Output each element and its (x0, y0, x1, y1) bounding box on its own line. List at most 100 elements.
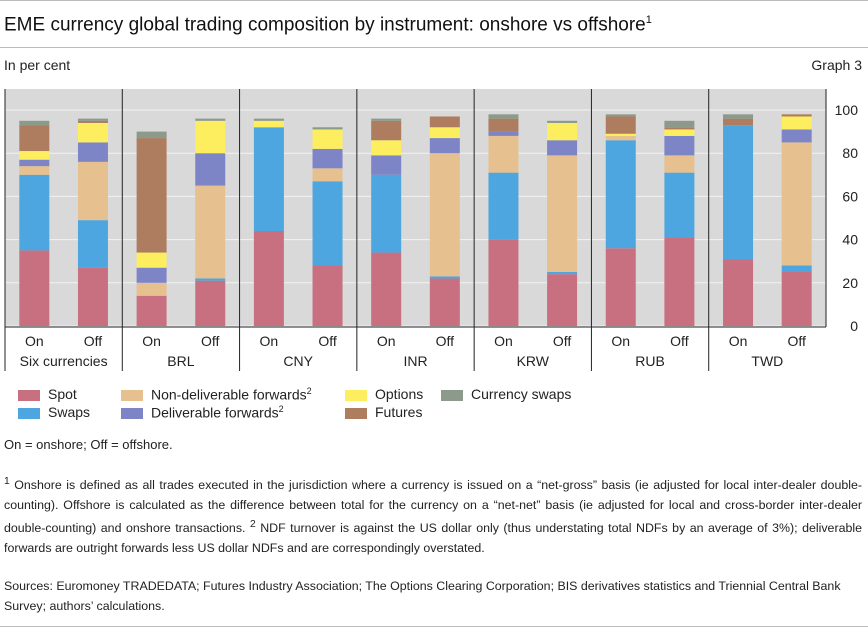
legend-label: Swaps (48, 404, 91, 420)
bar-segment-spot (195, 280, 226, 326)
bar-label: Off (84, 333, 103, 349)
bar-segment-swaps (19, 174, 50, 251)
legend-swatch (345, 407, 367, 419)
bar-segment-non-deliverable-forwards (488, 135, 519, 173)
bar-segment-deliverable-forwards (781, 129, 812, 143)
bar-segment-options (547, 122, 578, 141)
bar-segment-futures (664, 127, 695, 130)
bar-segment-swaps (781, 265, 812, 272)
bar-segment-non-deliverable-forwards (195, 185, 226, 279)
legend-label: Currency swaps (471, 386, 572, 402)
bar-segment-swaps (195, 278, 226, 281)
bar-segment-currency-swaps (136, 131, 167, 139)
bar-segment-futures (371, 120, 402, 141)
bar-segment-deliverable-forwards (19, 159, 50, 167)
bar-segment-options (136, 252, 167, 268)
bar-segment-non-deliverable-forwards (136, 282, 167, 296)
bar-segment-options (19, 151, 50, 160)
bar-segment-options (605, 133, 636, 136)
group-label: CNY (283, 353, 313, 369)
legend-label: Options (375, 386, 424, 402)
legend-item-futures: Futures (345, 404, 422, 420)
bar-label: On (611, 333, 630, 349)
bar-segment-futures (136, 138, 167, 253)
legend-swatch (121, 390, 143, 402)
bar-segment-futures (488, 118, 519, 132)
legend-item-non-deliverable-forwards: Non-deliverable forwards2 (121, 386, 312, 403)
bar-segment-options (253, 120, 284, 128)
bar-segment-non-deliverable-forwards (664, 155, 695, 173)
sources-note: Sources: Euromoney TRADEDATA; Futures In… (4, 579, 841, 613)
legend-item-options: Options (345, 386, 423, 402)
bar-segment-spot (429, 278, 460, 326)
bar-label: Off (670, 333, 689, 349)
bar-segment-spot (488, 239, 519, 326)
legend-label: Non-deliverable forwards (151, 386, 307, 403)
bar-segment-options (664, 129, 695, 136)
bar-segment-currency-swaps (371, 118, 402, 121)
bar-segment-non-deliverable-forwards (77, 161, 108, 221)
legend-item-currency-swaps: Currency swaps (441, 386, 571, 402)
group-label: Six currencies (20, 353, 108, 369)
bar-segment-currency-swaps (547, 120, 578, 123)
bar-segment-non-deliverable-forwards (547, 155, 578, 272)
group-label: TWD (751, 353, 783, 369)
bar-segment-swaps (312, 181, 343, 266)
bar-segment-swaps (253, 127, 284, 231)
bar-label: Off (318, 333, 337, 349)
bar-segment-non-deliverable-forwards (605, 135, 636, 141)
title-rule (0, 47, 868, 48)
y-tick-label: 40 (842, 232, 858, 248)
bar-segment-swaps (371, 174, 402, 253)
bar-segment-spot (664, 237, 695, 326)
bar-segment-spot (77, 267, 108, 326)
bar-segment-spot (605, 248, 636, 326)
bar-segment-currency-swaps (605, 114, 636, 117)
bar-segment-deliverable-forwards (371, 155, 402, 175)
bar-segment-deliverable-forwards (77, 142, 108, 162)
bar-segment-futures (77, 120, 108, 123)
group-label: INR (403, 353, 427, 369)
group-label: KRW (517, 353, 550, 369)
graph-number: Graph 3 (811, 57, 862, 73)
legend-swatch (121, 408, 143, 420)
bar-segment-non-deliverable-forwards (19, 166, 50, 175)
bar-segment-futures (605, 116, 636, 134)
legend-swatch (18, 389, 40, 401)
footnote-1-text: Onshore is defined as all trades execute… (4, 478, 862, 536)
group-label: BRL (167, 353, 194, 369)
bar-segment-currency-swaps (195, 118, 226, 121)
legend-item-deliverable-forwards: Deliverable forwards2 (121, 404, 284, 421)
y-tick-label: 0 (850, 318, 858, 334)
bar-segment-deliverable-forwards (195, 153, 226, 186)
legend-label: Spot (48, 386, 77, 402)
bar-segment-currency-swaps (77, 118, 108, 121)
bar-segment-futures (19, 125, 50, 152)
bar-segment-spot (723, 259, 754, 326)
plot-background (5, 89, 826, 327)
bar-segment-deliverable-forwards (488, 131, 519, 136)
bar-segment-spot (371, 252, 402, 326)
bar-segment-deliverable-forwards (429, 138, 460, 154)
bar-segment-currency-swaps (19, 120, 50, 126)
bar-label: On (729, 333, 748, 349)
footnotes: 1 Onshore is defined as all trades execu… (4, 472, 862, 558)
legend-label: Futures (375, 404, 423, 420)
legend-item-swaps: Swaps (18, 404, 90, 420)
legend-label: Deliverable forwards (151, 404, 279, 421)
legend-item-spot: Spot (18, 386, 77, 402)
bar-segment-swaps (429, 276, 460, 279)
bar-segment-swaps (605, 140, 636, 249)
bar-segment-currency-swaps (723, 114, 754, 119)
footnote-2-marker: 2 (249, 519, 256, 531)
bar-segment-futures (429, 116, 460, 128)
bar-segment-currency-swaps (253, 118, 284, 121)
bar-segment-spot (312, 265, 343, 326)
bar-segment-options (371, 140, 402, 156)
bar-segment-swaps (664, 172, 695, 238)
y-tick-label: 80 (842, 145, 858, 161)
bar-segment-deliverable-forwards (664, 135, 695, 156)
y-tick-label: 20 (842, 275, 858, 291)
bar-segment-options (312, 129, 343, 149)
bar-segment-spot (19, 250, 50, 326)
